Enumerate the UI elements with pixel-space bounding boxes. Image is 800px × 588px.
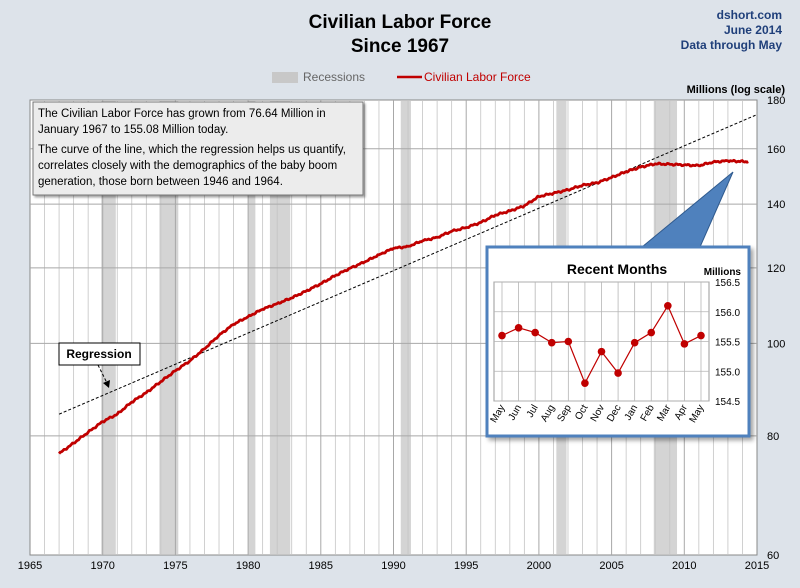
chart-subtitle: Since 1967 <box>351 36 449 57</box>
inset-y-tick-4: 154.5 <box>715 397 740 408</box>
inset-point-10 <box>664 302 672 310</box>
source-date: June 2014 <box>724 23 782 37</box>
inset-y-tick-2: 155.5 <box>715 338 740 349</box>
legend-recessions-label: Recessions <box>303 70 365 84</box>
inset-y-tick-0: 156.5 <box>715 278 740 289</box>
inset-y-tick-1: 156.0 <box>715 308 740 319</box>
inset-point-0 <box>498 331 506 340</box>
x-tick-1965: 1965 <box>18 560 42 572</box>
legend-series-label: Civilian Labor Force <box>424 70 531 84</box>
regression-label-box <box>58 342 141 366</box>
series-line-civilian-labor-force <box>58 158 749 455</box>
y-tick-120: 120 <box>767 263 785 275</box>
annotation-line-3: The curve of the line, which the regress… <box>38 144 346 156</box>
annotation-line-4: correlates closely with the demographics… <box>38 160 337 172</box>
inset-point-7 <box>614 369 622 377</box>
regression-pointer-head <box>103 380 110 388</box>
x-tick-1985: 1985 <box>309 560 333 572</box>
inset-title: Recent Months <box>567 261 668 277</box>
chart-legend: Recessions Civilian Labor Force <box>272 70 531 84</box>
source-site: dshort.com <box>717 8 782 22</box>
annotation-line-1: The Civilian Labor Force has grown from … <box>38 108 326 120</box>
annotation-line-5: generation, those born between 1946 and … <box>38 176 283 188</box>
x-tick-1980: 1980 <box>236 560 260 572</box>
annotation-line-2: January 1967 to 155.08 Million today. <box>38 124 228 136</box>
inset-point-11 <box>680 340 689 348</box>
inset-point-1 <box>514 324 523 332</box>
x-axis: 1965 1970 1975 1980 1985 1990 1995 2000 2005 2010… <box>18 560 769 572</box>
annotation-box: The Civilian Labor Force has grown from … <box>32 101 364 196</box>
source-note: Data through May <box>681 38 783 52</box>
y-tick-100: 100 <box>767 338 785 350</box>
regression-label: Regression <box>66 347 131 361</box>
inset-chart: Recent Months Millions 156.5156.0155.515… <box>485 245 751 438</box>
recession-band-1 <box>101 101 116 554</box>
x-tick-2015: 2015 <box>745 560 769 572</box>
regression-line <box>58 114 756 415</box>
regression-pointer <box>97 364 109 386</box>
recession-band-4 <box>269 101 291 554</box>
inset-y-axis-label: Millions <box>704 267 742 278</box>
x-tick-1990: 1990 <box>381 560 405 572</box>
x-tick-2010: 2010 <box>672 560 696 572</box>
x-tick-1970: 1970 <box>90 560 114 572</box>
recession-band-2 <box>159 101 179 554</box>
x-tick-2005: 2005 <box>599 560 623 572</box>
inset-point-9 <box>647 328 656 337</box>
annotation-background <box>32 101 364 196</box>
inset-point-2 <box>531 328 539 337</box>
y-tick-180: 180 <box>767 95 785 107</box>
inset-point-12 <box>697 331 705 340</box>
inset-point-5 <box>581 379 589 387</box>
y-axis-label: Millions (log scale) <box>687 84 786 96</box>
regression-callout: Regression <box>58 342 141 388</box>
y-tick-160: 160 <box>767 144 785 156</box>
inset-y-axis: 156.5 156.0 155.5 155.0 154.5 <box>715 278 740 408</box>
y-tick-80: 80 <box>767 431 779 443</box>
x-tick-2000: 2000 <box>527 560 551 572</box>
x-tick-1995: 1995 <box>454 560 478 572</box>
y-tick-140: 140 <box>767 199 785 211</box>
chart-title: Civilian Labor Force <box>309 12 492 33</box>
recession-band-5 <box>400 101 411 554</box>
y-axis: 60 80 100 120 140 160 180 <box>767 95 785 562</box>
legend-recessions-swatch <box>272 72 298 83</box>
inset-point-6 <box>597 347 606 356</box>
inset-point-4 <box>564 337 573 346</box>
y-tick-60: 60 <box>767 550 779 562</box>
inset-points <box>498 302 705 387</box>
inset-point-8 <box>630 338 639 347</box>
recession-band-3 <box>248 101 256 554</box>
inset-y-tick-3: 155.0 <box>715 367 740 378</box>
inset-point-3 <box>547 338 556 347</box>
x-tick-1975: 1975 <box>163 560 187 572</box>
